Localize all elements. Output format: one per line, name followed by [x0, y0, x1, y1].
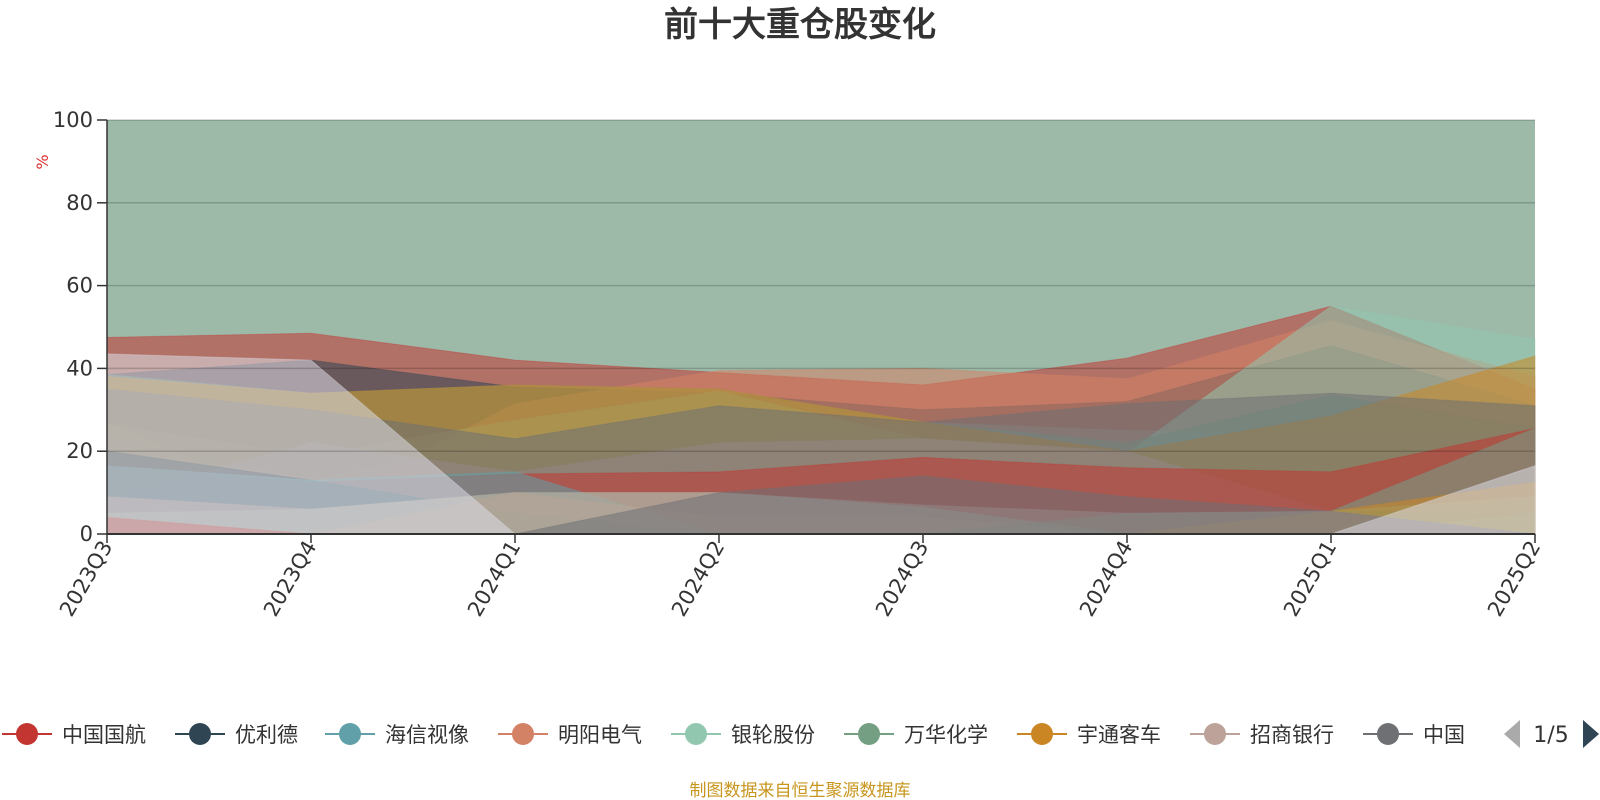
legend-label: 中国 [1423, 723, 1465, 747]
x-tick-label-2: 2024Q1 [463, 537, 525, 621]
grid-lines [107, 119, 1535, 452]
axes [106, 120, 1535, 535]
chart-title: 前十大重仓股变化 [664, 5, 936, 45]
legend-marker [512, 723, 534, 745]
legend-label: 中国国航 [62, 723, 146, 747]
x-tick-label-6: 2025Q1 [1279, 537, 1341, 621]
legend-item-7[interactable]: 招商银行 [1190, 723, 1334, 747]
x-tick-label-0: 2023Q3 [55, 537, 117, 621]
x-tick-label-5: 2024Q4 [1075, 537, 1137, 621]
x-tick-label-4: 2024Q3 [871, 537, 933, 621]
legend-next-icon[interactable] [1583, 720, 1599, 748]
x-tick-label-3: 2024Q2 [667, 537, 729, 621]
legend-item-2[interactable]: 海信视像 [325, 723, 469, 747]
y-tick-label-20: 20 [66, 439, 93, 463]
x-tick-label-7: 2025Q2 [1483, 537, 1545, 621]
y-tick-labels: 0 20 40 60 80 100 [53, 108, 107, 546]
legend: 中国国航 优利德 海信视像 明阳电气 银轮股份 万华化学 宇通客车 招商银行 中国 [2, 723, 1465, 747]
y-tick-label-0: 0 [80, 522, 93, 546]
source-note: 制图数据来自恒生聚源数据库 [690, 781, 911, 800]
y-axis-unit: % [33, 154, 52, 169]
legend-item-1[interactable]: 优利德 [175, 723, 298, 747]
x-tick-labels: 2023Q3 2023Q4 2024Q1 2024Q2 2024Q3 2024Q4 2025… [55, 534, 1545, 621]
legend-label: 海信视像 [385, 723, 469, 747]
legend-label: 招商银行 [1250, 723, 1334, 747]
y-tick-label-60: 60 [66, 274, 93, 298]
legend-marker [1031, 723, 1053, 745]
legend-item-4[interactable]: 银轮股份 [671, 723, 815, 747]
legend-page-indicator: 1/5 [1533, 723, 1568, 748]
legend-label: 宇通客车 [1077, 723, 1161, 747]
area-layers [106, 305, 1536, 535]
legend-overflow-mask [1482, 712, 1600, 756]
legend-item-6[interactable]: 宇通客车 [1017, 723, 1161, 747]
legend-pager: 1/5 [1482, 712, 1600, 756]
legend-marker [685, 723, 707, 745]
legend-label: 优利德 [235, 723, 298, 747]
legend-prev-icon[interactable] [1504, 720, 1520, 748]
legend-item-0[interactable]: 中国国航 [2, 723, 146, 747]
legend-label: 万华化学 [904, 723, 988, 747]
y-tick-label-100: 100 [53, 108, 93, 132]
legend-marker [339, 723, 361, 745]
legend-marker [1377, 723, 1399, 745]
x-tick-label-1: 2023Q4 [259, 537, 321, 621]
legend-item-3[interactable]: 明阳电气 [498, 723, 642, 747]
y-tick-label-40: 40 [66, 356, 93, 380]
y-tick-label-80: 80 [66, 191, 93, 215]
legend-label: 银轮股份 [731, 723, 815, 747]
legend-marker [1204, 723, 1226, 745]
legend-marker [189, 723, 211, 745]
legend-label: 明阳电气 [558, 723, 642, 747]
legend-marker [16, 723, 38, 745]
legend-item-8[interactable]: 中国 [1363, 723, 1465, 747]
legend-marker [858, 723, 880, 745]
legend-item-5[interactable]: 万华化学 [844, 723, 988, 747]
